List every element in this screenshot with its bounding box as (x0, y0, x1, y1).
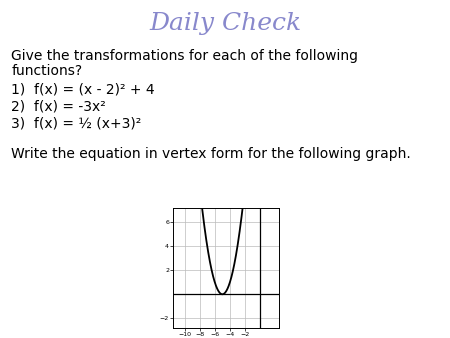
Text: Write the equation in vertex form for the following graph.: Write the equation in vertex form for th… (11, 147, 411, 161)
Text: 2)  f(x) = -3x²: 2) f(x) = -3x² (11, 100, 106, 114)
Text: Daily Check: Daily Check (149, 12, 301, 35)
Text: 1)  f(x) = (x - 2)² + 4: 1) f(x) = (x - 2)² + 4 (11, 83, 155, 97)
Text: functions?: functions? (11, 64, 82, 78)
Text: Give the transformations for each of the following: Give the transformations for each of the… (11, 49, 358, 63)
Text: 3)  f(x) = ½ (x+3)²: 3) f(x) = ½ (x+3)² (11, 117, 141, 130)
